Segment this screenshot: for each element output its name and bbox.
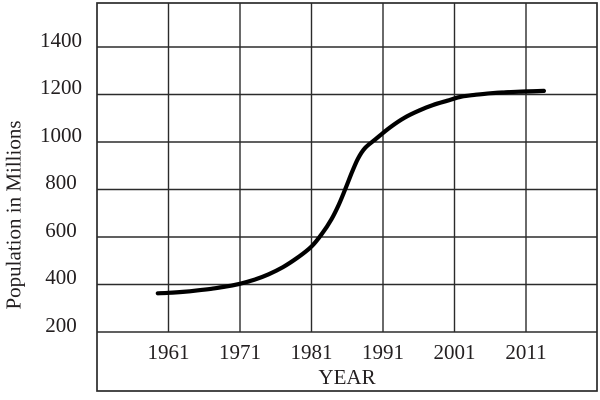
plot-border: [96, 2, 598, 392]
x-tick-label: 1981: [290, 340, 333, 364]
population-curve: [155, 88, 546, 296]
y-axis-title: Population in Millions: [1, 120, 26, 310]
x-tick-label: 1961: [147, 340, 190, 364]
x-tick-label: 2001: [433, 340, 476, 364]
x-axis-title: YEAR: [318, 365, 376, 389]
y-tick-label: 1200: [40, 75, 82, 99]
x-tick-label: 1971: [219, 340, 261, 364]
y-tick-label: 400: [45, 265, 77, 289]
x-tick-label: 2011: [505, 340, 547, 364]
y-tick-label: 800: [45, 170, 77, 194]
x-tick-label: 1991: [362, 340, 404, 364]
y-tick-label: 1000: [40, 122, 82, 147]
y-tick-label: 600: [45, 217, 77, 242]
y-tick-label: 1400: [40, 27, 82, 52]
y-tick-label: 200: [45, 312, 77, 337]
